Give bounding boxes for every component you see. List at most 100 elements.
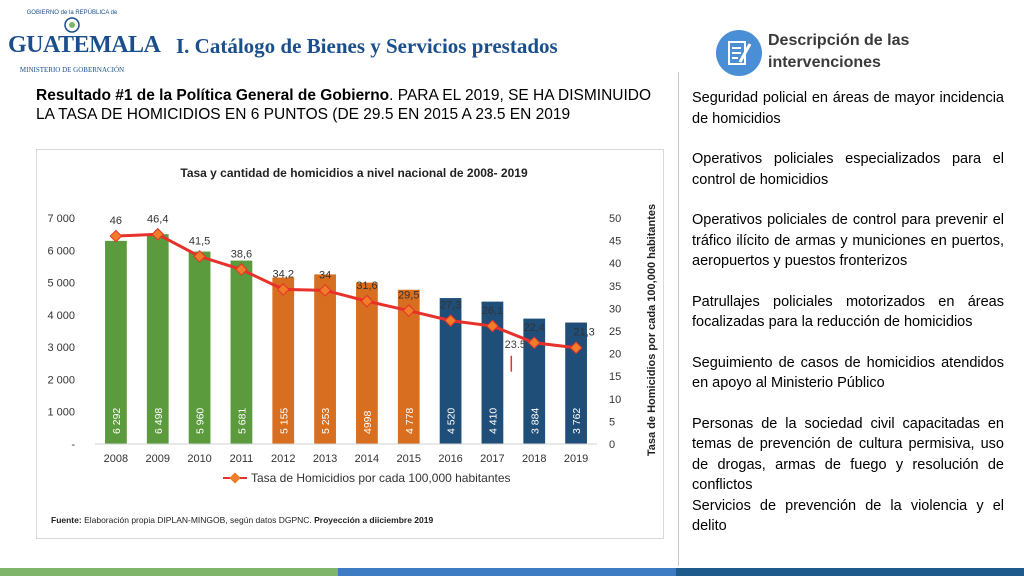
interventions-list: Seguridad policial en áreas de mayor inc… [692,88,1004,557]
intervention-item: Servicios de prevención de la violencia … [692,497,1004,535]
divider [678,72,679,566]
source-text: Elaboración propia DIPLAN-MINGOB, según … [82,515,314,525]
rate-point [569,341,583,355]
bar [146,234,169,444]
chart-container: Tasa y cantidad de homicidios a nivel na… [36,149,664,539]
bar-value-label: 6 292 [111,408,123,434]
result-bold: Resultado #1 de la Política General de G… [36,87,390,104]
y-right-tick-label: 40 [609,258,621,270]
rate-point [444,314,457,327]
rate-value-label: 34 [319,269,331,281]
rate-value-label: 38,6 [231,249,252,261]
intervention-item: Patrullajes policiales motorizados en ár… [692,293,1004,331]
rate-value-label: 29,5 [398,290,419,302]
rate-value-label: 46 [110,215,122,227]
source-label: Fuente: [51,515,82,525]
x-tick-label: 2011 [230,453,254,465]
legend: Tasa de Homicidios por cada 100,000 habi… [223,471,511,485]
y-right-tick-label: 5 [609,416,615,428]
rate-point [151,227,165,241]
annotation-label: 23.5 [505,339,526,351]
rate-point [109,229,123,243]
x-tick-label: 2010 [187,453,211,465]
y-right-tick-label: 35 [609,281,621,293]
result-statement: Resultado #1 de la Política General de G… [36,86,668,124]
y-left-tick-label: 7 000 [47,213,75,225]
bar [314,274,336,444]
rate-value-label: 46,4 [147,213,168,225]
bar-value-label: 3 884 [529,408,541,434]
y-right-tick-label: 15 [609,371,621,383]
bar [356,282,378,444]
bar [523,318,546,444]
homicide-chart: Tasa y cantidad de homicidios a nivel na… [47,166,658,525]
x-tick-label: 2009 [146,453,170,465]
x-tick-label: 2017 [480,453,504,465]
y-right-tick-label: 20 [609,349,621,361]
rate-point [276,283,290,296]
y-right-tick-label: 0 [609,439,615,451]
logo-main-text: GUATEMALA [8,32,161,58]
logo-sub-text: MINISTERIO DE GOBERNACIÓN [19,66,125,74]
x-tick-label: 2012 [271,453,295,465]
rate-point [486,319,499,333]
legend-label: Tasa de Homicidios por cada 100,000 habi… [251,471,511,485]
rate-point [527,336,541,350]
intervention-item: Personas de la sociedad civil capacitada… [692,415,1004,494]
y-left-tick-label: 4 000 [47,310,75,322]
bar-value-label: 4 410 [487,408,499,434]
bar [397,289,420,444]
source-projection: Proyección a diiciembre 2019 [314,515,433,525]
rate-value-label: 34,2 [273,268,294,280]
rate-value-label: 26,1 [482,305,503,317]
description-title: Descripción de las intervenciones [768,32,910,71]
y-left-tick-label: 3 000 [47,342,75,354]
bar-value-label: 5 253 [320,408,332,434]
rate-value-label: 21,3 [573,327,594,339]
y-left-tick-label: 5 000 [47,278,75,290]
intervention-item: Seguridad policial en áreas de mayor inc… [692,90,1004,127]
footer-band [0,568,1024,576]
rate-point [402,304,416,318]
y-left-tick-label: 1 000 [47,407,75,419]
guatemala-logo: GOBIERNO de la REPÚBLICA de GUATEMALA MI… [8,10,161,76]
logo-top-text: GOBIERNO de la REPÚBLICA de [26,10,118,16]
bar-value-label: 5 155 [278,408,290,434]
bar-value-label: 4998 [362,410,374,434]
bar [439,298,462,444]
rate-line [115,232,577,350]
bar [481,301,504,444]
y-right-tick-label: 50 [609,213,621,225]
bar [105,240,127,444]
bar-value-label: 5 960 [195,408,207,434]
bar-value-label: 4 778 [404,408,416,434]
intervention-item: Operativos policiales de control para pr… [692,212,1004,269]
x-tick-label: 2014 [355,453,379,465]
coat-of-arms-icon [64,17,80,33]
legend-marker-swatch [229,472,241,484]
result-rest: . PARA EL 2019, SE HA DISMINUIDO LA TASA… [36,87,652,123]
x-tick-label: 2013 [313,453,337,465]
bar-value-label: 4 520 [446,408,458,434]
right-axis-label: Tasa de Homicidios por cada 100,000 habi… [646,204,658,456]
intervention-item: Seguimiento de casos de homicidios atend… [692,354,1004,392]
rate-value-label: 22,4 [524,322,545,334]
chart-title: Tasa y cantidad de homicidios a nivel na… [180,166,528,180]
rate-point [235,263,248,276]
bar-value-label: 6 498 [153,408,165,434]
y-right-tick-label: 10 [609,394,621,406]
x-tick-label: 2008 [104,453,128,465]
x-tick-label: 2018 [522,453,546,465]
y-left-tick-label: 6 000 [47,245,75,257]
rate-point [193,250,206,263]
x-tick-label: 2016 [438,453,462,465]
rate-value-label: 31,6 [356,280,377,292]
rate-point [360,294,374,308]
page-title: I. Catálogo de Bienes y Servicios presta… [176,34,558,58]
bar [272,277,295,444]
intervention-item: Operativos policiales especializados par… [692,151,1004,188]
y-right-tick-label: 30 [609,303,621,315]
y-left-tick-label: 2 000 [47,374,75,386]
bar-value-label: 5 681 [236,408,248,434]
y-right-tick-label: 25 [609,326,621,338]
